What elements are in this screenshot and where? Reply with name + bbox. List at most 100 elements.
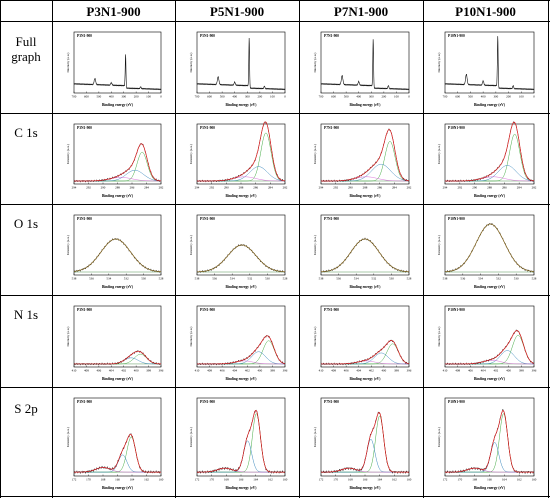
x-tick-label: 404	[356, 369, 361, 373]
xps-spectrum-chart: P7N1-900 Intensity (a.u.) Binding energy (…	[313, 123, 412, 198]
x-tick-label: 410	[195, 369, 200, 373]
sample-label: P3N1-900	[77, 126, 92, 130]
x-tick-label: 286	[253, 186, 258, 190]
sample-label: P5N1-900	[200, 126, 215, 130]
xps-spectrum-chart: P7N1-900 Intensity (a.u.) Binding energy (…	[313, 214, 412, 289]
x-tick-label: 166	[487, 478, 492, 482]
xps-spectrum-chart: P3N1-900 Intensity (a.u.) Binding energy (…	[66, 31, 162, 107]
x-tick-label: 100	[519, 95, 524, 99]
y-axis-label: Intensity (a.u.)	[189, 53, 193, 73]
x-tick-label: 398	[146, 369, 151, 373]
x-axis-label: Binding energy (eV)	[226, 194, 258, 198]
survey-spectrum-line	[196, 37, 286, 91]
y-axis-label: Intensity (a.u.)	[437, 427, 441, 447]
xps-panel-full-0: P3N1-900 Intensity (a.u.) Binding energy (…	[58, 26, 169, 109]
table-column-divider	[423, 0, 424, 498]
y-axis-label: Intensity (a.u.)	[66, 144, 70, 164]
xps-panel-s2p-3: P10N1-900 Intensity (a.u.) Binding energy …	[429, 392, 542, 492]
x-tick-label: 500	[344, 95, 349, 99]
x-tick-label: 600	[207, 95, 212, 99]
xps-spectrum-chart: P5N1-900 Intensity (a.u.) Binding energy (…	[189, 305, 288, 381]
x-tick-label: 100	[394, 95, 399, 99]
xps-panel-o1s-1: P5N1-900 Intensity (a.u.) Binding energy (…	[181, 209, 293, 291]
raw-spectrum-line	[73, 432, 162, 475]
plot-frame	[444, 31, 535, 94]
fitted-envelope-line	[320, 238, 410, 273]
x-tick-label: 534	[106, 277, 111, 281]
xps-spectrum-chart: P7N1-900 Intensity (a.u.) Binding energy (…	[313, 397, 412, 490]
fitted-envelope-line	[197, 409, 285, 473]
sample-label: P3N1-900	[77, 400, 92, 404]
y-axis-label: Intensity (a.u.)	[437, 327, 441, 347]
xps-panel-n1s-3: P10N1-900 Intensity (a.u.) Binding energy …	[429, 300, 542, 383]
x-tick-label: 172	[319, 478, 324, 482]
x-tick-label: 528	[407, 277, 412, 281]
x-tick-label: 290	[224, 186, 229, 190]
x-tick-label: 162	[144, 478, 149, 482]
x-tick-label: 406	[220, 369, 225, 373]
x-tick-label: 162	[392, 478, 397, 482]
plot-frame	[444, 305, 535, 368]
table-column-divider	[548, 0, 549, 498]
x-tick-label: 160	[283, 478, 288, 482]
row-header-n1s: N 1s	[13, 307, 39, 322]
xps-spectrum-chart: P5N1-900 Intensity (a.u.) Binding energy (…	[189, 31, 286, 107]
x-tick-label: 300	[121, 95, 126, 99]
x-tick-label: 160	[532, 478, 537, 482]
plot-frame	[196, 31, 286, 94]
y-axis-label: Intensity (a.u.)	[313, 427, 317, 447]
x-tick-label: 406	[96, 369, 101, 373]
y-axis-label: Intensity (a.u.)	[437, 53, 441, 73]
y-axis-label: Intensity (a.u.)	[437, 235, 441, 255]
x-tick-label: 530	[514, 277, 519, 281]
component-peak-line	[74, 454, 161, 473]
x-tick-label: 700	[72, 95, 77, 99]
component-peak-line	[445, 413, 534, 473]
xps-panel-s2p-1: P5N1-900 Intensity (a.u.) Binding energy (…	[181, 392, 293, 492]
plot-frame	[73, 31, 162, 94]
x-tick-label: 538	[195, 277, 200, 281]
x-tick-label: 164	[253, 478, 258, 482]
table-row-divider	[0, 113, 550, 114]
xps-spectrum-chart: P10N1-900 Intensity (a.u.) Binding energy …	[437, 120, 537, 198]
x-axis-label: Binding energy (eV)	[474, 486, 506, 490]
fitted-envelope-line	[444, 223, 535, 273]
fitted-envelope-line	[445, 330, 535, 365]
x-tick-label: 500	[96, 95, 101, 99]
x-tick-label: 288	[487, 186, 492, 190]
x-axis-label: Binding energy (eV)	[350, 377, 382, 381]
x-tick-label: 402	[245, 369, 250, 373]
component-peak-line	[321, 415, 409, 473]
plot-frame	[320, 305, 410, 368]
table-row-divider	[0, 387, 550, 388]
x-tick-label: 532	[496, 277, 501, 281]
plot-frame	[73, 305, 162, 368]
x-tick-label: 0	[533, 95, 535, 99]
x-tick-label: 530	[141, 277, 146, 281]
xps-panel-o1s-2: P7N1-900 Intensity (a.u.) Binding energy (…	[305, 209, 417, 291]
table-column-divider	[299, 0, 300, 498]
component-peak-line	[197, 166, 286, 182]
plot-frame	[444, 214, 535, 276]
sample-label: P10N1-900	[448, 400, 465, 404]
x-tick-label: 530	[265, 277, 270, 281]
xps-panel-n1s-2: P7N1-900 Intensity (a.u.) Binding energy (…	[305, 300, 417, 383]
xps-spectrum-chart: P5N1-900 Intensity (a.u.) Binding energy (…	[189, 121, 288, 198]
plot-frame	[73, 214, 162, 276]
sample-label: P5N1-900	[200, 308, 215, 312]
x-tick-label: 200	[506, 95, 511, 99]
y-axis-label: Intensity (a.u.)	[313, 235, 317, 255]
row-header-full-graph: Full graph	[11, 34, 41, 64]
y-axis-label: Intensity (a.u.)	[66, 327, 70, 347]
xps-spectrum-chart: P3N1-900 Intensity (a.u.) Binding energy (…	[66, 123, 164, 198]
x-tick-label: 410	[72, 369, 77, 373]
xps-panel-full-2: P7N1-900 Intensity (a.u.) Binding energy (…	[305, 26, 417, 109]
column-header-p7n1: P7N1-900	[333, 4, 389, 19]
x-tick-label: 292	[333, 186, 338, 190]
x-tick-label: 536	[89, 277, 94, 281]
fitted-envelope-line	[321, 412, 409, 473]
column-header-p3n1: P3N1-900	[86, 4, 141, 19]
table-column-divider	[175, 0, 176, 498]
xps-spectrum-chart: P7N1-900 Intensity (a.u.) Binding energy (…	[313, 31, 410, 107]
